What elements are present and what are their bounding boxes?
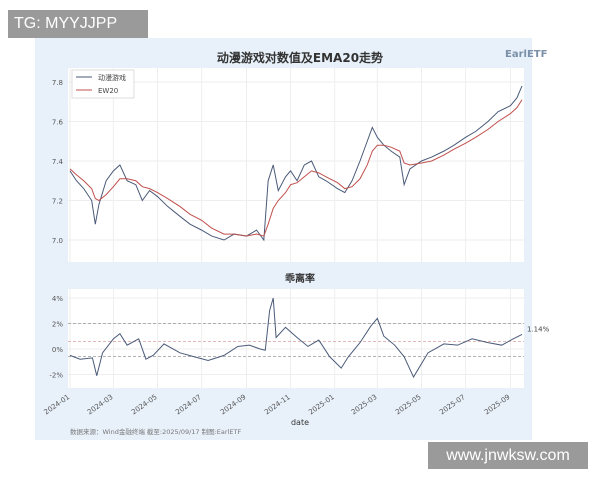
y-tick-label: 7.0	[52, 237, 63, 245]
price-line	[69, 85, 523, 242]
deviation-line	[69, 297, 523, 379]
main-chart-title: 动漫游戏对数值及EMA20走势	[217, 50, 383, 65]
watermark-top-left: TG: MYYJJPP	[8, 10, 148, 38]
y-tick-label: 0%	[52, 346, 63, 354]
x-tick-label: 2025-03	[350, 393, 379, 416]
legend-price-label: 动漫游戏	[98, 73, 126, 82]
x-tick-label: 2025-01	[307, 393, 336, 416]
y-tick-label: 7.8	[52, 79, 63, 87]
x-tick-label: 2024-01	[43, 393, 72, 416]
legend	[71, 69, 135, 99]
y-tick-label: 7.2	[52, 198, 63, 206]
x-tick-label: 2025-07	[438, 393, 467, 416]
y-tick-label: 7.6	[52, 119, 64, 127]
y-tick-label: 7.4	[52, 158, 64, 166]
ema20-line	[69, 99, 523, 237]
deviation-plot-area	[68, 289, 524, 388]
watermark-bottom-right: www.jnwksw.com	[428, 442, 588, 469]
legend-ema-label: EW20	[98, 87, 118, 95]
x-tick-label: 2024-07	[174, 393, 203, 416]
y-tick-label: 2%	[52, 321, 63, 329]
deviation-chart-title: 乖离率	[285, 272, 315, 285]
x-tick-label: 2025-09	[483, 393, 512, 416]
x-axis-label: date	[291, 418, 309, 427]
x-tick-label: 2024-09	[219, 393, 248, 416]
main-plot-area	[68, 68, 524, 262]
x-tick-label: 2025-05	[394, 393, 423, 416]
y-tick-label: -2%	[49, 372, 63, 380]
x-tick-label: 2024-11	[263, 393, 292, 416]
x-tick-label: 2024-03	[86, 393, 115, 416]
footer-source: 数据来源：Wind金融终端 截至:2025/09/17 制图:EarlETF	[70, 427, 241, 436]
y-tick-label: 4%	[52, 295, 63, 303]
logo: EarlETF	[505, 49, 547, 60]
x-tick-label: 2024-05	[130, 393, 159, 416]
last-value-label: 1.14%	[527, 325, 550, 333]
